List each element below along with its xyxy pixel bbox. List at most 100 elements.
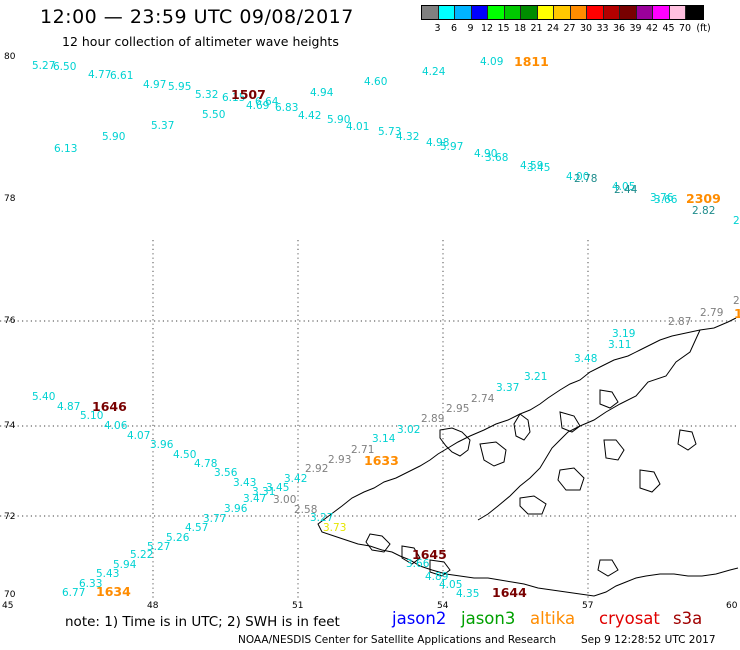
time-label: 1645 <box>412 547 447 562</box>
swh-label: 5.27 <box>147 541 170 553</box>
swh-label: 3.14 <box>372 433 396 445</box>
legend-altika: altika <box>530 609 576 628</box>
swh-label: 2.93 <box>328 454 351 466</box>
lon-label-48: 48 <box>147 601 159 611</box>
lat-label-74: 74 <box>4 421 16 431</box>
swh-label: 4.05 <box>612 181 635 193</box>
time-label: 2309 <box>686 191 721 206</box>
swh-label: 5.22 <box>130 549 153 561</box>
legend-swatch <box>471 6 488 19</box>
swh-label: 4.32 <box>396 131 419 143</box>
legend-label: 12 <box>480 23 494 34</box>
swh-label: 5.26 <box>166 532 190 544</box>
legend-label: 27 <box>563 23 576 34</box>
legend-swatch <box>488 6 505 19</box>
swh-label: 3.47 <box>243 493 266 505</box>
swh-label: 6.50 <box>53 61 76 73</box>
swh-label: 5.32 <box>195 89 218 101</box>
swh-label: 3.37 <box>496 382 519 394</box>
swh-label: 5.90 <box>327 114 350 126</box>
swh-label: 5.50 <box>202 109 225 121</box>
time-label: 1646 <box>92 399 127 414</box>
legend-jason3: jason3 <box>461 609 516 628</box>
swh-label: 4.07 <box>127 430 150 442</box>
color-legend: 3 6 9 12 15 18 21 24 27 30 33 36 39 42 45 70 (ft) <box>421 5 711 34</box>
swh-label: 2 <box>733 215 740 227</box>
legend-label: 45 <box>662 23 675 34</box>
legend-swatch <box>455 6 472 19</box>
legend-label: 9 <box>467 23 474 34</box>
swh-label: 5.37 <box>151 120 174 132</box>
lon-label-51: 51 <box>292 601 303 611</box>
swh-label: 3.43 <box>233 477 256 489</box>
legend-label: (ft) <box>696 23 711 34</box>
swh-label: 5.90 <box>102 131 125 143</box>
grid-lines <box>0 240 736 600</box>
swh-label: 3.27 <box>310 512 333 524</box>
swh-label: 3.96 <box>150 439 174 451</box>
legend-swatch <box>504 6 521 19</box>
time-label: 1644 <box>492 585 527 600</box>
swh-label: 4.42 <box>298 110 321 122</box>
swh-label: 4.78 <box>194 458 217 470</box>
swh-label: 2.58 <box>294 504 317 516</box>
swh-label: 5.10 <box>80 410 103 422</box>
lat-label-78: 78 <box>4 194 16 204</box>
swh-label: 5.97 <box>440 141 463 153</box>
legend-swatch <box>620 6 637 19</box>
axis-labels: 80 78 76 74 72 70 45 48 51 54 57 60 <box>2 52 738 611</box>
swh-label: 4.09 <box>480 56 503 68</box>
swh-label: 3.56 <box>214 467 238 479</box>
swh-label: 4.60 <box>364 76 387 88</box>
legend-label: 18 <box>513 23 527 34</box>
swh-label: 3.96 <box>224 503 248 515</box>
legend-swatch <box>686 6 703 19</box>
swh-label: 4.69 <box>246 100 269 112</box>
footer-timestamp: Sep 9 12:28:52 UTC 2017 <box>581 634 716 646</box>
legend-labels: 3 6 9 12 15 18 21 24 27 30 33 36 39 42 45 70 (ft) <box>421 20 710 34</box>
swh-label: 2.74 <box>471 393 495 405</box>
legend-label: 36 <box>612 23 626 34</box>
swh-label: 4.98 <box>426 137 449 149</box>
swh-label: 6.15 <box>222 92 245 104</box>
swh-label: 3.02 <box>397 424 420 436</box>
swh-label: 5.27 <box>32 60 55 72</box>
swh-label: 4.01 <box>346 121 369 133</box>
swh-label: 6.61 <box>110 70 133 82</box>
legend-swatch <box>537 6 554 19</box>
swh-label: 4.24 <box>422 66 446 78</box>
legend-swatch <box>422 6 439 19</box>
footnote: note: 1) Time is in UTC; 2) SWH is in fe… <box>65 614 340 630</box>
lon-label-54: 54 <box>437 601 449 611</box>
swh-label: 6.13 <box>54 143 77 155</box>
legend-swatch <box>669 6 686 19</box>
lat-label-76: 76 <box>4 316 16 326</box>
legend-swatch <box>603 6 620 19</box>
swh-label: 3.21 <box>524 371 547 383</box>
swh-label: 2.89 <box>421 413 444 425</box>
swh-label: 2.44 <box>614 184 638 196</box>
legend-label: 30 <box>579 23 593 34</box>
time-label: 1634 <box>96 584 131 599</box>
legend-swatch <box>636 6 653 19</box>
swh-label: 3.31 <box>252 486 275 498</box>
swh-label: 4.35 <box>456 588 479 600</box>
swh-label: 6.33 <box>79 578 102 590</box>
legend-label: 15 <box>497 23 510 34</box>
legend-label: 21 <box>530 23 543 34</box>
legend-cryosat: cryosat <box>599 609 660 628</box>
coastline <box>317 317 739 597</box>
legend-label: 6 <box>450 23 458 34</box>
lon-label-60: 60 <box>726 601 738 611</box>
swh-label: 2 <box>733 295 740 307</box>
legend-swatch <box>570 6 587 19</box>
swh-label: 4.89 <box>425 571 448 583</box>
swh-label: 5.95 <box>168 81 191 93</box>
swh-label: 4.00 <box>566 171 589 183</box>
swh-label: 3.76 <box>650 192 674 204</box>
swh-label: 3.73 <box>323 522 346 534</box>
legend-label: 39 <box>629 23 642 34</box>
swh-label: 2.82 <box>692 205 715 217</box>
swh-label: 5.94 <box>113 559 137 571</box>
legend-swatch <box>521 6 538 19</box>
